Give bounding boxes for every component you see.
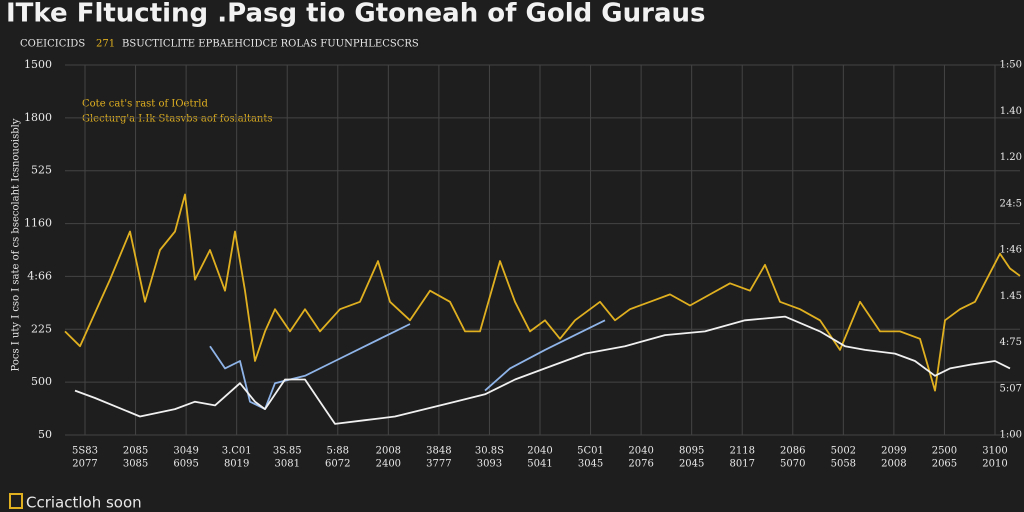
x-tick-label: 2065	[932, 459, 957, 470]
x-tick-label: 3777	[426, 459, 451, 470]
x-tick-label: 2045	[679, 459, 704, 470]
x-tick-label: 2118	[729, 446, 754, 457]
x-tick-label: 6095	[173, 459, 198, 470]
x-tick-label: 3045	[578, 459, 603, 470]
x-tick-label: 3081	[274, 459, 299, 470]
subtitle-highlight: 271	[96, 39, 115, 50]
x-tick-label: 3085	[123, 459, 148, 470]
x-tick-label: 2086	[780, 446, 805, 457]
annotation: Glecturg'a I.Ik Stasvbs aof foslaltants	[82, 114, 273, 125]
x-tick-label: 2040	[527, 446, 552, 457]
x-tick-label: 2008	[376, 446, 401, 457]
y2-tick-label: 24:5	[1000, 198, 1022, 209]
subtitle-rest: BSUCTICLITE EPBAEHCIDCE ROLAS FUUNPHLECS…	[122, 39, 419, 50]
x-tick-label: 5058	[831, 459, 856, 470]
x-tick-label: 3100	[982, 446, 1007, 457]
x-tick-label: 2500	[932, 446, 957, 457]
y2-tick-label: 4:75	[1000, 337, 1022, 348]
line-series	[64, 193, 1021, 392]
x-tick-label: 8095	[679, 446, 704, 457]
line-series	[209, 319, 606, 410]
footer: Ccriactloh soon	[26, 494, 142, 512]
x-tick-label: 2077	[72, 459, 97, 470]
y2-tick-label: 1.45	[1000, 291, 1022, 302]
y2-tick-label: 1:50	[1000, 60, 1022, 71]
y2-tick-label: 1:00	[1000, 430, 1022, 441]
x-tick-label: 2076	[628, 459, 653, 470]
x-tick-label: 3049	[173, 446, 198, 457]
y2-tick-label: 5:07	[1000, 383, 1022, 394]
x-tick-label: 2085	[123, 446, 148, 457]
subtitle: COEICICIDS	[20, 39, 85, 50]
x-tick-label: 5002	[831, 446, 856, 457]
y-tick-label: 1160	[24, 217, 52, 230]
line-series	[74, 315, 1011, 425]
x-tick-label: 5:88	[327, 446, 349, 457]
y-tick-label: 50	[38, 428, 52, 441]
y2-tick-label: 1.40	[1000, 106, 1022, 117]
x-tick-label: 2400	[376, 459, 401, 470]
x-tick-label: 8017	[729, 459, 754, 470]
y-tick-label: 225	[31, 322, 52, 335]
y-tick-label: 500	[31, 375, 52, 388]
x-tick-label: 2008	[881, 459, 906, 470]
x-tick-label: 5S83	[72, 446, 98, 457]
logo-icon	[9, 493, 23, 509]
x-tick-label: 2010	[982, 459, 1007, 470]
annotation: Cote cat's rast of IOetrld	[82, 99, 208, 110]
y-tick-label: 1800	[24, 111, 52, 124]
y-axis-label: Pocs I uty I cso I sate of cs bsecolaht …	[11, 118, 22, 371]
chart-title: ITke Fltucting .Pasg tio Gtoneah of Gold…	[6, 0, 706, 29]
y2-tick-label: 1:46	[1000, 245, 1022, 256]
x-tick-label: 2099	[881, 446, 906, 457]
y-tick-label: 4:66	[27, 269, 52, 282]
x-tick-label: 5C01	[577, 446, 604, 457]
x-tick-label: 2040	[628, 446, 653, 457]
x-tick-label: 5041	[527, 459, 552, 470]
x-tick-label: 30.8S	[475, 446, 504, 457]
x-tick-label: 5070	[780, 459, 805, 470]
x-tick-label: 8019	[224, 459, 249, 470]
x-tick-label: 3848	[426, 446, 451, 457]
x-tick-label: 3.C01	[222, 446, 252, 457]
x-tick-label: 6072	[325, 459, 350, 470]
x-tick-label: 3S.85	[273, 446, 302, 457]
y-tick-label: 1500	[24, 58, 52, 71]
y2-tick-label: 1.20	[1000, 152, 1022, 163]
y-tick-label: 525	[31, 164, 52, 177]
x-tick-label: 3093	[477, 459, 502, 470]
